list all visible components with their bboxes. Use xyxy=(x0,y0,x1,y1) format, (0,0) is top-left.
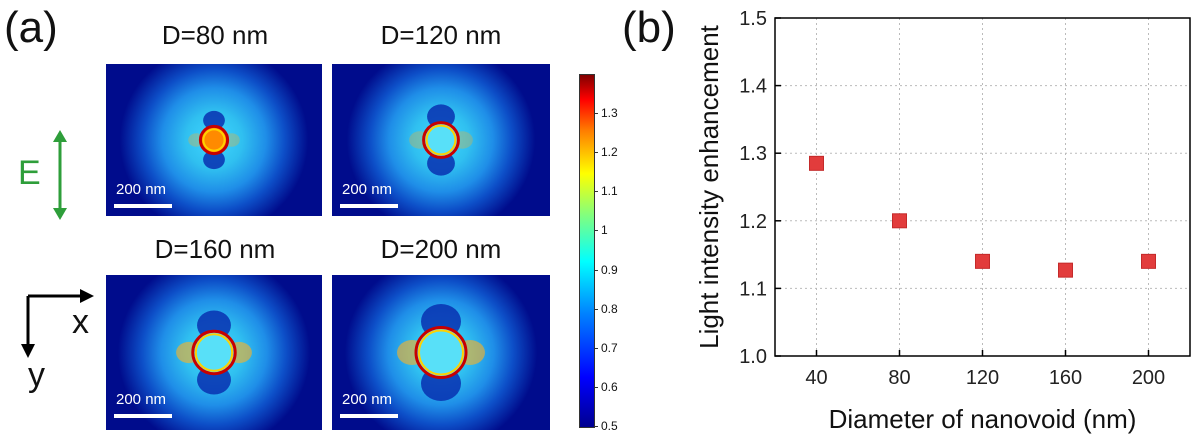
y-tick-label: 1.0 xyxy=(739,346,767,368)
x-tick-label: 40 xyxy=(805,367,827,389)
x-tick-label: 80 xyxy=(888,367,910,389)
field-map-d80 xyxy=(106,64,322,216)
x-axis-label: Diameter of nanovoid (nm) xyxy=(829,404,1137,434)
colorbar-tick-mark xyxy=(594,191,598,193)
data-point xyxy=(975,253,990,269)
scalebar-label: 200 nm xyxy=(342,181,393,198)
x-tick-label: 160 xyxy=(1049,367,1082,389)
data-point xyxy=(1141,253,1156,269)
colorbar-tick-label: 1.2 xyxy=(601,145,618,160)
scalebar xyxy=(340,204,398,208)
y-tick-label: 1.1 xyxy=(739,278,767,300)
panel-a-letter: (a) xyxy=(4,3,58,52)
data-point xyxy=(1058,262,1073,278)
scalebar-label: 200 nm xyxy=(116,391,167,408)
scalebar xyxy=(114,414,172,418)
field-map-d160 xyxy=(106,275,322,430)
y-tick-label: 1.5 xyxy=(739,8,767,30)
colorbar-tick-label: 1.1 xyxy=(601,184,618,199)
y-tick-label: 1.2 xyxy=(739,211,767,233)
colorbar-tick-mark xyxy=(594,308,598,310)
colorbar-tick-label: 1 xyxy=(601,223,608,238)
electric-field-label: E xyxy=(18,154,41,192)
field-map-d120 xyxy=(332,64,550,216)
colorbar-tick-label: 1.3 xyxy=(601,106,618,121)
y-axis-label: Light intensity enhancement xyxy=(694,24,724,349)
axis-x-label: x xyxy=(72,303,89,341)
scalebar xyxy=(340,414,398,418)
field-map-d200 xyxy=(332,275,550,430)
double-arrow-icon xyxy=(53,130,67,220)
scalebar xyxy=(114,204,172,208)
map-title-d160: D=160 nm xyxy=(154,234,276,264)
scalebar-label: 200 nm xyxy=(342,391,393,408)
colorbar-tick-mark xyxy=(594,347,598,349)
colorbar-tick-label: 0.7 xyxy=(601,340,618,355)
scatter-chart: 40 80 120 160 200 1.0 1.1 1.2 1.3 1.4 1.5 Diameter … xyxy=(694,8,1191,434)
scalebar-label: 200 nm xyxy=(116,181,167,198)
colorbar-tick-mark xyxy=(594,426,598,427)
data-point xyxy=(892,213,907,229)
colorbar-tick-label: 0.5 xyxy=(601,419,618,433)
map-title-d200: D=200 nm xyxy=(380,234,502,264)
colorbar-tick-label: 0.6 xyxy=(601,379,618,394)
panel-b-letter: (b) xyxy=(622,3,676,52)
x-tick-label: 120 xyxy=(966,367,999,389)
colorbar-tick-mark xyxy=(594,269,598,271)
map-title-d80: D=80 nm xyxy=(161,20,269,50)
axis-y-label: y xyxy=(28,356,45,394)
y-tick-label: 1.3 xyxy=(739,143,767,165)
x-tick-label: 200 xyxy=(1132,367,1165,389)
map-title-d120: D=120 nm xyxy=(380,20,502,50)
data-point xyxy=(809,155,824,171)
y-tick-label: 1.4 xyxy=(739,76,767,98)
coordinate-axes-icon xyxy=(21,289,94,358)
colorbar-tick-mark xyxy=(594,230,598,232)
colorbar xyxy=(579,74,595,428)
colorbar-tick-mark xyxy=(594,113,598,115)
colorbar-tick-label: 0.9 xyxy=(601,262,618,277)
colorbar-tick-mark xyxy=(594,386,598,388)
colorbar-tick-label: 0.8 xyxy=(601,301,618,316)
colorbar-tick-mark xyxy=(594,152,598,154)
